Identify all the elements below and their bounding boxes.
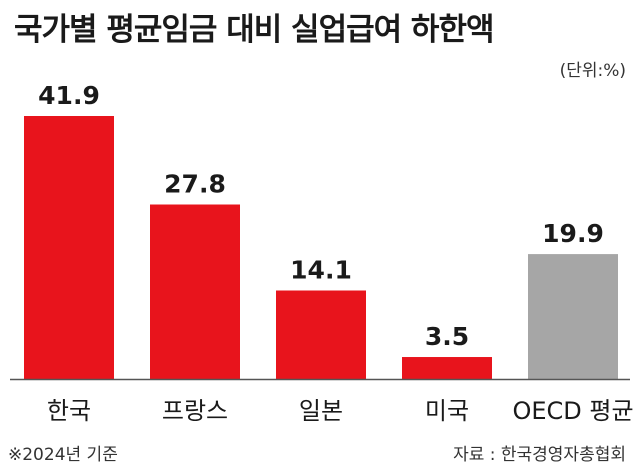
category-label-2: 일본 — [299, 397, 343, 425]
footnote: ※2024년 기준 — [8, 445, 118, 465]
source-note: 자료 : 한국경영자총협회 — [453, 445, 626, 465]
value-label-2: 14.1 — [290, 255, 352, 284]
bar-0 — [24, 116, 114, 379]
bar-2 — [276, 290, 366, 379]
category-label-3: 미국 — [425, 397, 469, 425]
category-label-4: OECD 평균 — [512, 397, 633, 425]
bar-4 — [528, 254, 618, 379]
bar-3 — [402, 357, 492, 379]
value-label-4: 19.9 — [542, 219, 604, 248]
chart-title: 국가별 평균임금 대비 실업급여 하한액 — [14, 12, 494, 48]
category-label-1: 프랑스 — [162, 397, 228, 425]
bar-1 — [150, 204, 240, 379]
category-label-0: 한국 — [47, 397, 91, 425]
value-label-1: 27.8 — [164, 170, 226, 199]
value-label-0: 41.9 — [38, 81, 100, 110]
value-label-3: 3.5 — [425, 322, 469, 351]
unit-label: (단위:%) — [559, 61, 626, 81]
